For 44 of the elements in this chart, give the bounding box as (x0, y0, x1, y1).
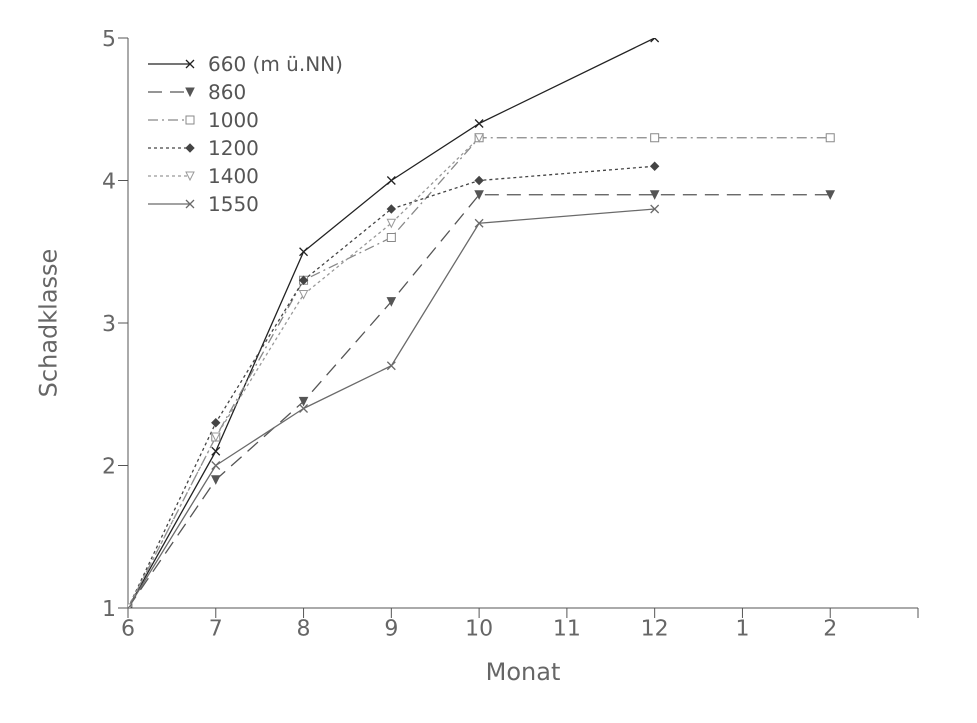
point (386, 233, 396, 242)
point (386, 297, 396, 306)
point (211, 460, 220, 470)
legend-label: 860 (208, 79, 246, 106)
y-axis-title: Schadklasse (34, 248, 63, 398)
legend-label: 1000 (208, 107, 259, 134)
legend-label: 660 (m ü.NN) (208, 51, 343, 78)
point (474, 118, 484, 128)
point (650, 190, 660, 200)
point (211, 446, 220, 456)
point (650, 133, 660, 142)
point (211, 418, 220, 428)
point (474, 218, 484, 228)
x-tick-label: 11 (552, 616, 581, 642)
x-tick-label: 6 (121, 616, 135, 642)
y-tick-label: 4 (102, 169, 116, 194)
point (386, 361, 396, 370)
point (299, 396, 308, 406)
point (650, 204, 660, 214)
legend-label: 1550 (208, 191, 259, 218)
x-tick-label: 2 (823, 616, 838, 642)
point (386, 176, 396, 186)
point (298, 247, 308, 256)
y-tick-label: 3 (102, 312, 116, 337)
x-tick-label: 9 (384, 616, 398, 642)
point (211, 475, 220, 484)
y-tick-label: 2 (102, 454, 116, 480)
point (386, 204, 396, 214)
point (474, 176, 484, 185)
point (298, 404, 308, 414)
x-tick-label: 10 (465, 616, 494, 642)
point (826, 190, 835, 200)
legend-label: 1200 (208, 135, 259, 162)
legend-label: 1400 (208, 163, 259, 190)
y-tick-label: 5 (102, 26, 116, 52)
point (826, 133, 835, 142)
x-axis-title: Monat (486, 658, 560, 686)
point (650, 162, 660, 171)
x-tick-label: 1 (735, 616, 750, 642)
point (474, 190, 484, 200)
x-tick-label: 8 (296, 616, 311, 642)
x-tick-label: 7 (208, 616, 223, 642)
x-tick-label: 12 (640, 616, 669, 642)
y-tick-label: 1 (102, 596, 116, 622)
